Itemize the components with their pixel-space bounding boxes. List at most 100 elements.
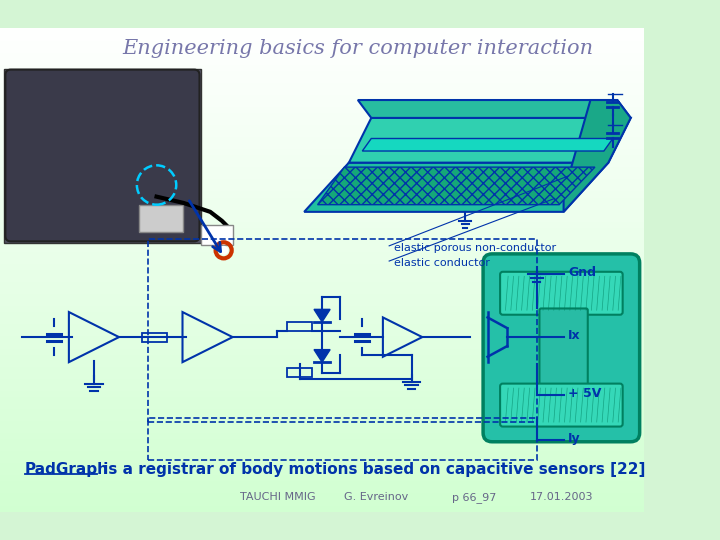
Bar [0,204,644,210]
Bar [0,457,644,463]
Bar [0,210,644,215]
Text: Gnd: Gnd [568,266,596,279]
Bar [0,131,644,137]
Text: Iy: Iy [568,431,581,444]
Bar [0,198,644,204]
Text: p 66_97: p 66_97 [452,492,496,503]
Text: PadGraph: PadGraph [25,462,109,477]
Text: TAUCHI MMIG: TAUCHI MMIG [240,492,315,502]
Bar [0,167,644,173]
Polygon shape [358,100,631,118]
Bar [0,505,644,511]
Bar [0,348,644,355]
Bar [0,312,644,318]
Bar [287,322,312,331]
Polygon shape [314,349,330,362]
Bar [0,222,644,228]
Polygon shape [362,138,613,151]
Bar [0,488,644,494]
Bar [0,397,644,403]
Bar [0,409,644,415]
Bar [0,95,644,101]
Bar [4,69,202,243]
Bar [0,240,644,246]
Bar [0,342,644,348]
Bar [202,225,233,245]
Bar [148,239,537,422]
Bar [0,29,644,35]
Bar [0,336,644,342]
Text: elastic conductor: elastic conductor [394,258,490,268]
Bar [0,59,644,65]
Bar [0,77,644,83]
FancyBboxPatch shape [483,254,639,442]
Bar [0,246,644,252]
Bar [0,403,644,409]
Polygon shape [349,118,631,163]
Bar [0,500,644,505]
Polygon shape [318,167,595,205]
Text: Engineering basics for computer interaction: Engineering basics for computer interact… [122,39,593,58]
Bar [0,276,644,282]
Bar [0,361,644,367]
FancyBboxPatch shape [5,70,199,241]
Bar [0,318,644,325]
Circle shape [219,246,228,255]
Bar [0,439,644,445]
Bar [139,205,184,232]
Bar [0,282,644,288]
Bar [0,270,644,276]
Bar [0,252,644,258]
Bar [287,368,312,377]
Bar [0,463,644,469]
Bar [0,228,644,234]
Bar [0,330,644,336]
Bar [0,306,644,312]
Bar [0,137,644,143]
Bar [0,156,644,161]
Bar [0,258,644,264]
Bar [0,101,644,107]
Bar [0,433,644,439]
Bar [0,149,644,156]
Bar [0,107,644,113]
Bar [0,300,644,306]
Bar [0,355,644,361]
Bar [0,445,644,451]
Bar [0,481,644,488]
Bar [0,325,644,330]
Bar [0,469,644,475]
Bar [0,71,644,77]
Bar [0,161,644,167]
Bar [0,173,644,179]
Bar [0,384,644,391]
Bar [0,373,644,379]
Bar [0,89,644,95]
Bar [0,179,644,185]
Bar [0,215,644,222]
Bar [143,333,167,342]
Bar [0,143,644,149]
Bar [0,294,644,300]
Bar [0,421,644,427]
Bar [0,113,644,119]
Bar [0,234,644,240]
Text: G. Evreinov: G. Evreinov [343,492,408,502]
Bar [0,83,644,89]
Text: elastic porous non-conductor: elastic porous non-conductor [394,242,556,253]
Bar [0,125,644,131]
Bar [0,185,644,192]
Polygon shape [564,100,631,212]
Bar [0,494,644,500]
Bar [0,119,644,125]
Polygon shape [314,309,330,322]
Bar [0,427,644,433]
Text: 17.01.2003: 17.01.2003 [530,492,593,502]
Bar [0,415,644,421]
FancyBboxPatch shape [500,383,623,427]
Bar [148,417,537,460]
Bar [0,451,644,457]
Text: Ix: Ix [568,329,581,342]
Bar [0,288,644,294]
Text: + 5V: + 5V [568,387,601,400]
